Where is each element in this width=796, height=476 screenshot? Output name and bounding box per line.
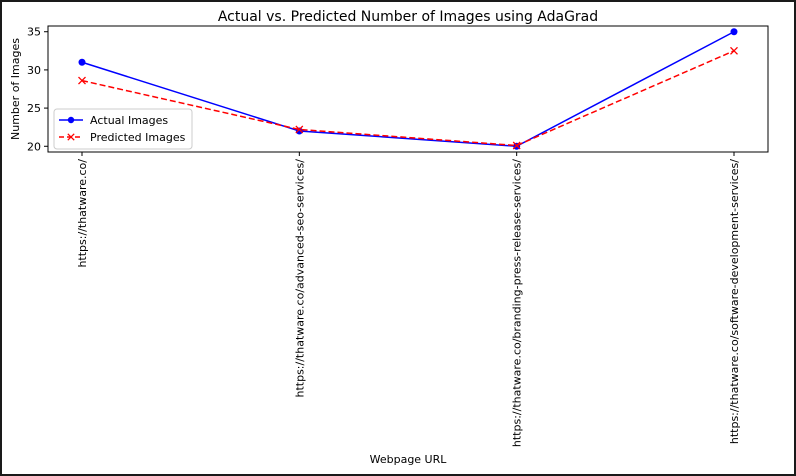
x-marker-stroke xyxy=(67,133,75,141)
legend-box xyxy=(53,108,193,150)
series-point-2 xyxy=(78,76,86,85)
series-point-1 xyxy=(730,28,738,36)
series-line-1 xyxy=(81,31,735,148)
y-tick-label: 35 xyxy=(27,26,41,39)
series-point-2 xyxy=(730,46,738,55)
x-marker-stroke xyxy=(730,46,738,55)
plot-border xyxy=(47,25,769,153)
legend: Actual Images Predicted Images xyxy=(53,108,193,150)
series-line-2 xyxy=(81,50,735,147)
y-axis-label: Number of Images xyxy=(9,38,22,140)
series-point-1 xyxy=(78,58,86,66)
x-axis: https://thatware.co/https://thatware.co/… xyxy=(76,152,741,447)
x-axis-label: Webpage URL xyxy=(370,453,448,466)
legend-label-1: Actual Images xyxy=(90,114,168,127)
x-tick-label: https://thatware.co/software-development… xyxy=(728,159,741,444)
legend-marker-2 xyxy=(67,133,75,141)
x-tick-label: https://thatware.co/advanced-seo-service… xyxy=(293,159,306,398)
x-tick-label: https://thatware.co/branding-press-relea… xyxy=(511,159,524,447)
x-marker-stroke xyxy=(512,141,521,150)
y-tick-label: 20 xyxy=(27,140,41,153)
chart-title: Actual vs. Predicted Number of Images us… xyxy=(218,9,598,25)
plot-area xyxy=(47,25,769,153)
y-tick-label: 25 xyxy=(27,102,41,115)
x-marker-stroke xyxy=(78,76,86,85)
legend-marker-1 xyxy=(67,116,75,124)
y-axis: 20 25 30 35 xyxy=(27,26,48,153)
series-point-2 xyxy=(512,141,521,150)
x-tick-label: https://thatware.co/ xyxy=(76,159,89,268)
x-marker-stroke xyxy=(295,125,304,134)
legend-label-2: Predicted Images xyxy=(90,131,186,144)
series-point-2 xyxy=(295,125,304,134)
y-tick-label: 30 xyxy=(27,64,41,77)
series-layer xyxy=(78,28,738,150)
